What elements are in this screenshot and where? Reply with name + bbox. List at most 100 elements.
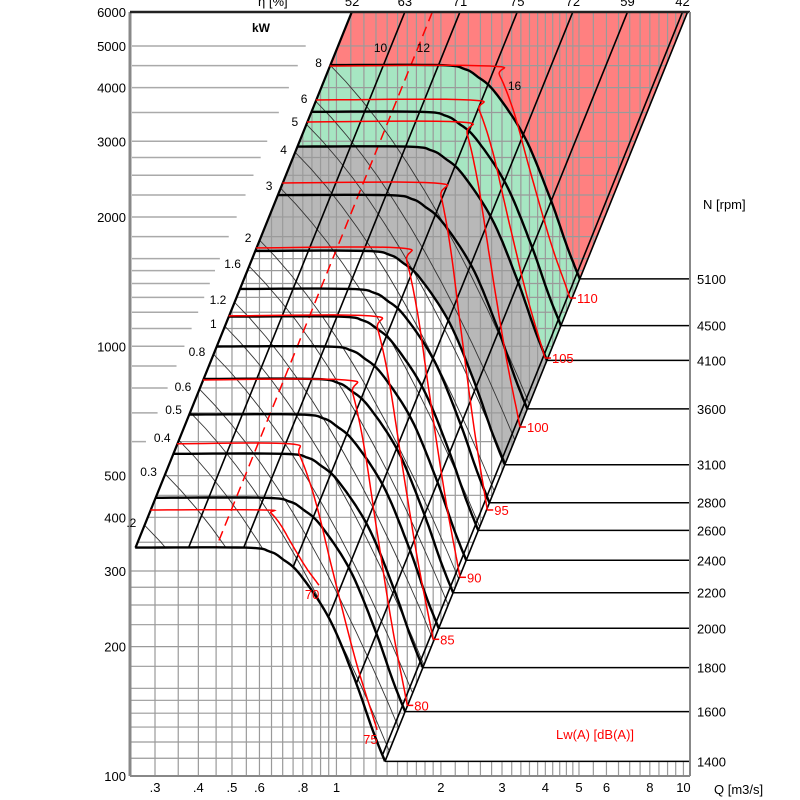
x-tick-label: 1 xyxy=(333,780,340,795)
x-tick-label: 3 xyxy=(498,780,505,795)
rpm-label: 2400 xyxy=(697,553,726,568)
noise-curve-95 xyxy=(282,181,488,511)
y-tick-label: 3000 xyxy=(97,134,126,149)
x-tick-label: 10 xyxy=(676,780,690,795)
efficiency-label: 75 xyxy=(510,0,524,9)
noise-level-label: 80 xyxy=(414,698,428,713)
x-tick-label: 8 xyxy=(646,780,653,795)
y-tick-label: 200 xyxy=(104,640,126,655)
efficiency-label: 71 xyxy=(453,0,467,9)
right-boundary-line xyxy=(384,11,689,762)
rpm-label: 1600 xyxy=(697,705,726,720)
x-tick-label: .4 xyxy=(193,780,204,795)
power-label: 0.6 xyxy=(175,380,192,394)
noise-curve-105 xyxy=(315,98,546,359)
noise-level-label: 110 xyxy=(577,291,598,306)
efficiency-axis-label: η [%] xyxy=(258,0,288,9)
power-label: 3 xyxy=(266,179,273,193)
noise-curves: 70 75 80 85 90 95 100 105 110 xyxy=(150,64,598,747)
power-label: 8 xyxy=(315,56,322,70)
power-label: 1.6 xyxy=(224,257,241,271)
speed-curve-1800 xyxy=(173,452,424,669)
y-tick-label: 300 xyxy=(104,564,126,579)
left-boundary-line xyxy=(134,11,353,548)
noise-curve-70 xyxy=(150,509,320,586)
y-tick-label: 400 xyxy=(104,510,126,525)
noise-curve-75 xyxy=(177,442,378,731)
y-tick-label: 5000 xyxy=(97,39,126,54)
operating-regions xyxy=(255,11,688,465)
noise-level-label: 100 xyxy=(527,420,549,435)
x-tick-label: 6 xyxy=(603,780,610,795)
rpm-label: 4100 xyxy=(697,353,726,368)
efficiency-label: 63 xyxy=(398,0,412,9)
power-label: 6 xyxy=(301,92,308,106)
x-tick-label: .5 xyxy=(227,780,238,795)
power-label: .2 xyxy=(126,516,136,530)
power-label: 12 xyxy=(417,41,431,55)
power-scale-lines xyxy=(132,45,306,443)
power-label: 0.3 xyxy=(140,465,157,479)
region-high-speed xyxy=(297,64,580,361)
speed-axis-label: N [rpm] xyxy=(703,197,746,212)
region-mid-speed xyxy=(255,146,547,465)
noise-level-label: 75 xyxy=(363,732,377,747)
power-label: 10 xyxy=(374,41,388,55)
speed-curves: 1400 1600 1800 2000 2200 2400 2600 2800 3 100 3600… xyxy=(134,11,726,769)
y-tick-label: 6000 xyxy=(97,5,126,20)
efficiency-label: 72 xyxy=(566,0,580,9)
x-tick-label: .8 xyxy=(297,780,308,795)
efficiency-line xyxy=(318,11,629,762)
rpm-label: 2200 xyxy=(697,586,726,601)
x-axis-label: Q [m3/s] xyxy=(714,782,763,797)
speed-curve-2800 xyxy=(239,287,491,504)
noise-level-label: 105 xyxy=(552,351,574,366)
power-label: 1.2 xyxy=(210,293,227,307)
noise-legend-label: Lw(A) [dB(A)] xyxy=(556,727,634,742)
rpm-label: 3600 xyxy=(697,402,726,417)
y-tick-label: 1000 xyxy=(97,339,126,354)
power-line xyxy=(189,411,395,762)
x-tick-label: .3 xyxy=(150,780,161,795)
x-tick-label: .6 xyxy=(254,780,265,795)
rpm-label: 1800 xyxy=(697,661,726,676)
speed-curve-4500 xyxy=(311,110,563,327)
y-tick-label: 100 xyxy=(104,769,126,784)
power-line xyxy=(224,325,461,756)
speed-curve-3600 xyxy=(277,193,529,410)
efficiency-line xyxy=(373,11,684,762)
speed-curve-3100 xyxy=(255,249,506,466)
noise-curve-110 xyxy=(329,64,571,299)
power-label: 2 xyxy=(245,231,252,245)
efficiency-line xyxy=(135,11,406,762)
x-tick-label: 5 xyxy=(575,780,582,795)
power-label: 1 xyxy=(210,317,217,331)
noise-curve-85 xyxy=(228,314,434,640)
noise-level-label: 70 xyxy=(305,587,319,602)
axes xyxy=(128,10,691,777)
noise-level-label: 95 xyxy=(494,503,508,518)
power-label: 16 xyxy=(508,79,522,93)
noise-level-label: 90 xyxy=(467,570,481,585)
power-line xyxy=(198,388,404,739)
power-label: 4 xyxy=(280,143,287,157)
rpm-label: 2600 xyxy=(697,523,726,538)
x-tick-label: 2 xyxy=(437,780,444,795)
rpm-label: 1400 xyxy=(697,754,726,769)
noise-curve-100 xyxy=(306,120,521,428)
y-tick-label: 2000 xyxy=(97,210,126,225)
power-label: 5 xyxy=(291,115,298,129)
x-tick-label: 4 xyxy=(542,780,549,795)
speed-curve-1600 xyxy=(155,496,407,713)
noise-curve-80 xyxy=(202,378,409,706)
rpm-label: 2800 xyxy=(697,496,726,511)
power-label: 0.5 xyxy=(165,403,182,417)
efficiency-label: 42 xyxy=(675,0,689,9)
speed-curve-4100 xyxy=(297,145,549,361)
rpm-label: 2000 xyxy=(697,621,726,636)
power-axis-label: kW xyxy=(252,21,271,35)
rpm-label: 5100 xyxy=(697,272,726,287)
speed-curve-2600 xyxy=(228,315,480,531)
power-label: 0.8 xyxy=(189,345,206,359)
